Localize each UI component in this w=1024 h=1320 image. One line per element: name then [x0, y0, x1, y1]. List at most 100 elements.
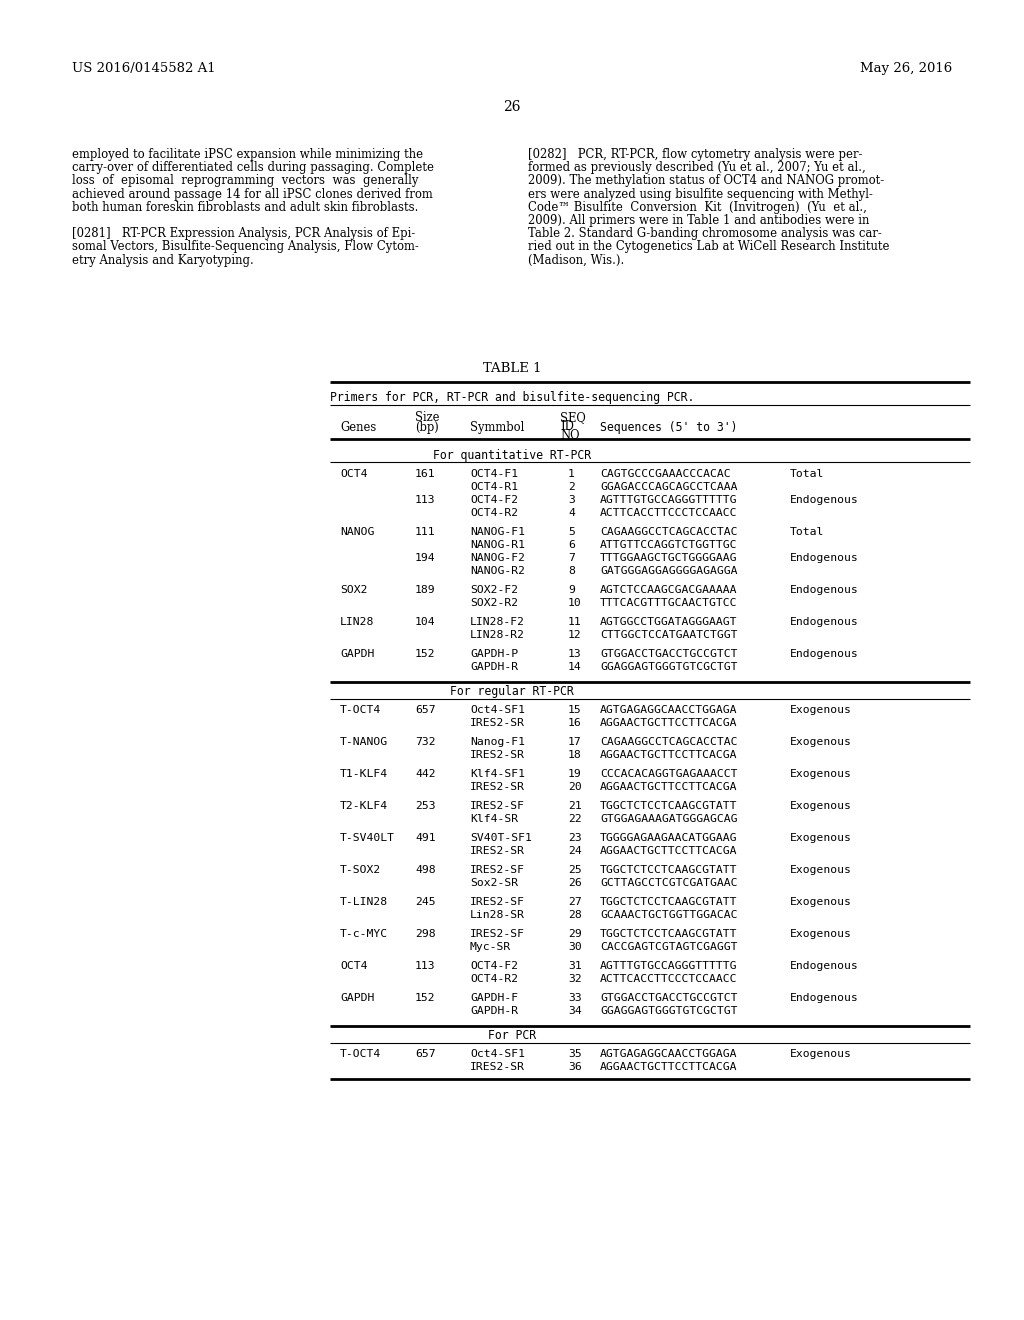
Text: Klf4-SF1: Klf4-SF1	[470, 770, 525, 779]
Text: T-OCT4: T-OCT4	[340, 705, 381, 715]
Text: 30: 30	[568, 942, 582, 952]
Text: 161: 161	[415, 469, 435, 479]
Text: 657: 657	[415, 1049, 435, 1059]
Text: Myc-SR: Myc-SR	[470, 942, 511, 952]
Text: GAPDH-R: GAPDH-R	[470, 1006, 518, 1016]
Text: AGGAACTGCTTCCTTCACGA: AGGAACTGCTTCCTTCACGA	[600, 1063, 737, 1072]
Text: 11: 11	[568, 616, 582, 627]
Text: [0282]   PCR, RT-PCR, flow cytometry analysis were per-: [0282] PCR, RT-PCR, flow cytometry analy…	[528, 148, 862, 161]
Text: AGGAACTGCTTCCTTCACGA: AGGAACTGCTTCCTTCACGA	[600, 781, 737, 792]
Text: OCT4-F1: OCT4-F1	[470, 469, 518, 479]
Text: 27: 27	[568, 898, 582, 907]
Text: 442: 442	[415, 770, 435, 779]
Text: Exogenous: Exogenous	[790, 770, 852, 779]
Text: IRES2-SR: IRES2-SR	[470, 1063, 525, 1072]
Text: 732: 732	[415, 737, 435, 747]
Text: Table 2. Standard G-banding chromosome analysis was car-: Table 2. Standard G-banding chromosome a…	[528, 227, 882, 240]
Text: GCAAACTGCTGGTTGGACAC: GCAAACTGCTGGTTGGACAC	[600, 909, 737, 920]
Text: GAPDH-F: GAPDH-F	[470, 993, 518, 1003]
Text: GGAGGAGTGGGTGTCGCTGT: GGAGGAGTGGGTGTCGCTGT	[600, 1006, 737, 1016]
Text: Symmbol: Symmbol	[470, 421, 524, 434]
Text: GAPDH-R: GAPDH-R	[470, 663, 518, 672]
Text: For quantitative RT-PCR: For quantitative RT-PCR	[433, 449, 591, 462]
Text: T-SV40LT: T-SV40LT	[340, 833, 395, 843]
Text: IRES2-SR: IRES2-SR	[470, 718, 525, 729]
Text: GTGGACCTGACCTGCCGTCT: GTGGACCTGACCTGCCGTCT	[600, 649, 737, 659]
Text: IRES2-SF: IRES2-SF	[470, 865, 525, 875]
Text: IRES2-SF: IRES2-SF	[470, 898, 525, 907]
Text: ers were analyzed using bisulfite sequencing with Methyl-: ers were analyzed using bisulfite sequen…	[528, 187, 872, 201]
Text: NO: NO	[560, 429, 580, 442]
Text: 14: 14	[568, 663, 582, 672]
Text: 245: 245	[415, 898, 435, 907]
Text: ID: ID	[560, 420, 573, 433]
Text: 189: 189	[415, 585, 435, 595]
Text: IRES2-SF: IRES2-SF	[470, 801, 525, 810]
Text: 10: 10	[568, 598, 582, 609]
Text: AGGAACTGCTTCCTTCACGA: AGGAACTGCTTCCTTCACGA	[600, 718, 737, 729]
Text: both human foreskin fibroblasts and adult skin fibroblasts.: both human foreskin fibroblasts and adul…	[72, 201, 419, 214]
Text: OCT4-R1: OCT4-R1	[470, 482, 518, 492]
Text: AGGAACTGCTTCCTTCACGA: AGGAACTGCTTCCTTCACGA	[600, 846, 737, 855]
Text: Endogenous: Endogenous	[790, 616, 859, 627]
Text: Endogenous: Endogenous	[790, 649, 859, 659]
Text: 657: 657	[415, 705, 435, 715]
Text: OCT4: OCT4	[340, 469, 368, 479]
Text: GAPDH-P: GAPDH-P	[470, 649, 518, 659]
Text: GATGGGAGGAGGGGAGAGGA: GATGGGAGGAGGGGAGAGGA	[600, 566, 737, 576]
Text: 21: 21	[568, 801, 582, 810]
Text: LIN28-R2: LIN28-R2	[470, 630, 525, 640]
Text: Nanog-F1: Nanog-F1	[470, 737, 525, 747]
Text: 4: 4	[568, 508, 574, 517]
Text: 8: 8	[568, 566, 574, 576]
Text: Oct4-SF1: Oct4-SF1	[470, 705, 525, 715]
Text: 26: 26	[503, 100, 521, 114]
Text: OCT4: OCT4	[340, 961, 368, 972]
Text: 152: 152	[415, 993, 435, 1003]
Text: 152: 152	[415, 649, 435, 659]
Text: 35: 35	[568, 1049, 582, 1059]
Text: T-NANOG: T-NANOG	[340, 737, 388, 747]
Text: AGTTTGTGCCAGGGTTTTTG: AGTTTGTGCCAGGGTTTTTG	[600, 495, 737, 506]
Text: Exogenous: Exogenous	[790, 705, 852, 715]
Text: 12: 12	[568, 630, 582, 640]
Text: GAPDH: GAPDH	[340, 649, 375, 659]
Text: CACCGAGTCGTAGTCGAGGT: CACCGAGTCGTAGTCGAGGT	[600, 942, 737, 952]
Text: May 26, 2016: May 26, 2016	[860, 62, 952, 75]
Text: SV40T-SF1: SV40T-SF1	[470, 833, 531, 843]
Text: AGTGAGAGGCAACCTGGAGA: AGTGAGAGGCAACCTGGAGA	[600, 1049, 737, 1059]
Text: LIN28: LIN28	[340, 616, 375, 627]
Text: 16: 16	[568, 718, 582, 729]
Text: 2009). The methylation status of OCT4 and NANOG promot-: 2009). The methylation status of OCT4 an…	[528, 174, 884, 187]
Text: For PCR: For PCR	[488, 1030, 536, 1041]
Text: OCT4-R2: OCT4-R2	[470, 508, 518, 517]
Text: 24: 24	[568, 846, 582, 855]
Text: NANOG: NANOG	[340, 527, 375, 537]
Text: T2-KLF4: T2-KLF4	[340, 801, 388, 810]
Text: 491: 491	[415, 833, 435, 843]
Text: 9: 9	[568, 585, 574, 595]
Text: 3: 3	[568, 495, 574, 506]
Text: GAPDH: GAPDH	[340, 993, 375, 1003]
Text: IRES2-SR: IRES2-SR	[470, 750, 525, 760]
Text: 13: 13	[568, 649, 582, 659]
Text: Sox2-SR: Sox2-SR	[470, 878, 518, 888]
Text: Exogenous: Exogenous	[790, 801, 852, 810]
Text: LIN28-F2: LIN28-F2	[470, 616, 525, 627]
Text: Endogenous: Endogenous	[790, 585, 859, 595]
Text: 26: 26	[568, 878, 582, 888]
Text: ATTGTTCCAGGTCTGGTTGC: ATTGTTCCAGGTCTGGTTGC	[600, 540, 737, 550]
Text: T-c-MYC: T-c-MYC	[340, 929, 388, 939]
Text: 34: 34	[568, 1006, 582, 1016]
Text: AGTGAGAGGCAACCTGGAGA: AGTGAGAGGCAACCTGGAGA	[600, 705, 737, 715]
Text: US 2016/0145582 A1: US 2016/0145582 A1	[72, 62, 216, 75]
Text: 2: 2	[568, 482, 574, 492]
Text: Size: Size	[415, 411, 439, 424]
Text: NANOG-R1: NANOG-R1	[470, 540, 525, 550]
Text: Exogenous: Exogenous	[790, 1049, 852, 1059]
Text: IRES2-SF: IRES2-SF	[470, 929, 525, 939]
Text: AGGAACTGCTTCCTTCACGA: AGGAACTGCTTCCTTCACGA	[600, 750, 737, 760]
Text: 498: 498	[415, 865, 435, 875]
Text: TGGGGAGAAGAACATGGAAG: TGGGGAGAAGAACATGGAAG	[600, 833, 737, 843]
Text: OCT4-F2: OCT4-F2	[470, 961, 518, 972]
